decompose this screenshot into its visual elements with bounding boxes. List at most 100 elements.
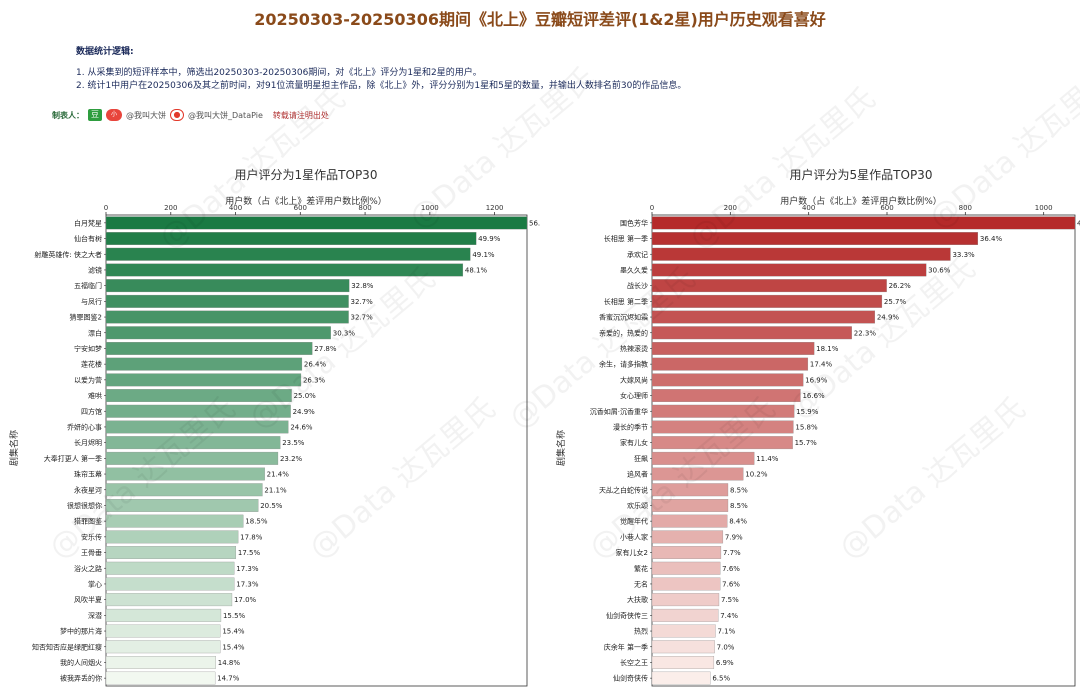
douban-handle: @我叫大饼 xyxy=(126,110,166,120)
category-label: 庆余年 第一季 xyxy=(604,642,648,651)
bar xyxy=(651,546,722,559)
bar xyxy=(105,483,263,497)
data-label: 56.9% xyxy=(529,219,540,227)
category-label: 珠帘玉幕 xyxy=(74,470,102,479)
category-label: 安乐传 xyxy=(81,532,102,541)
data-label: 11.4% xyxy=(756,455,779,463)
data-label: 17.8% xyxy=(240,533,263,541)
data-label: 20.5% xyxy=(260,502,283,510)
bar xyxy=(651,451,755,465)
data-label: 27.8% xyxy=(314,345,337,353)
data-label: 15.7% xyxy=(795,439,818,447)
category-label: 漂白 xyxy=(88,328,102,337)
bar xyxy=(651,467,744,481)
data-label: 16.6% xyxy=(802,392,825,400)
bar xyxy=(651,483,729,497)
data-label: 24.9% xyxy=(293,408,316,416)
category-label: 仙剑奇侠传三 xyxy=(606,611,648,620)
bar xyxy=(105,420,289,434)
category-label: 宁安如梦 xyxy=(74,344,102,353)
bar xyxy=(651,294,883,308)
data-label: 15.4% xyxy=(222,628,245,636)
bar xyxy=(105,499,259,512)
data-label: 15.5% xyxy=(223,612,246,620)
data-label: 18.5% xyxy=(245,518,268,526)
bar xyxy=(651,671,711,685)
category-label: 香蜜沉沉烬如霜 xyxy=(599,313,648,322)
data-label: 6.9% xyxy=(716,659,734,667)
data-label: 8.5% xyxy=(730,502,748,510)
category-label: 漫长的季节 xyxy=(613,422,648,431)
bar xyxy=(105,342,313,355)
bar xyxy=(651,656,715,669)
data-label: 17.0% xyxy=(234,596,257,604)
category-label: 长相思 第一季 xyxy=(604,234,648,243)
bar xyxy=(651,216,1076,230)
bar xyxy=(105,608,222,622)
bar xyxy=(651,420,794,434)
data-label: 49.1% xyxy=(472,251,495,259)
bar xyxy=(105,467,265,481)
bar xyxy=(651,232,979,245)
category-label: 承欢记 xyxy=(627,250,648,259)
category-label: 战长沙 xyxy=(627,281,648,290)
bar xyxy=(105,357,303,371)
data-label: 23.5% xyxy=(282,439,305,447)
category-label: 大扶歌 xyxy=(627,595,648,604)
bar xyxy=(105,247,471,261)
maker-label: 制表人： xyxy=(52,110,84,120)
data-label: 17.4% xyxy=(810,361,833,369)
category-label: 追风者 xyxy=(627,470,648,479)
category-label: 四方馆 xyxy=(81,407,102,416)
category-label: 长相思 第二季 xyxy=(604,297,648,306)
category-label: 沉香如屑·沉香重华 xyxy=(590,407,648,416)
category-label: 风吹半夏 xyxy=(74,595,102,604)
category-label: 猜罪图鉴2 xyxy=(70,313,102,322)
bar xyxy=(651,310,876,324)
bar xyxy=(651,263,927,277)
x-tick-label: 1000 xyxy=(421,204,439,212)
category-label: 余生，请多指教 xyxy=(599,360,648,369)
category-label: 仙台有树 xyxy=(74,234,102,243)
data-label: 8.5% xyxy=(730,486,748,494)
category-label: 女心理师 xyxy=(620,391,648,400)
data-label: 24.6% xyxy=(290,423,313,431)
category-label: 掌心 xyxy=(88,579,102,588)
data-label: 15.8% xyxy=(795,423,818,431)
category-label: 梦中的那片海 xyxy=(60,627,102,636)
plot-frame xyxy=(651,214,1076,687)
bar xyxy=(651,624,716,638)
bar xyxy=(651,389,801,402)
bar xyxy=(651,326,852,340)
bar xyxy=(105,326,331,340)
data-label: 32.7% xyxy=(351,298,374,306)
logic-heading: 数据统计逻辑: xyxy=(76,47,134,57)
x-tick-label: 200 xyxy=(164,204,177,212)
data-label: 26.4% xyxy=(304,361,327,369)
category-label: 猎罪图鉴 xyxy=(74,517,102,526)
category-label: 长月烬明 xyxy=(74,438,102,447)
data-label: 6.5% xyxy=(712,675,730,683)
bar xyxy=(651,561,721,575)
category-label: 滤镜 xyxy=(88,265,102,274)
category-label: 大嫁风尚 xyxy=(620,375,648,384)
chart1-title: 用户评分为1星作品TOP30 xyxy=(234,168,378,182)
x-tick-label: 1000 xyxy=(1035,204,1053,212)
x-tick-label: 1200 xyxy=(486,204,504,212)
bar xyxy=(651,404,795,418)
data-label: 30.3% xyxy=(333,329,356,337)
data-label: 8.4% xyxy=(729,518,747,526)
douban-icon: 豆 xyxy=(88,109,102,121)
bar xyxy=(105,546,237,559)
category-label: 狂飙 xyxy=(634,454,648,463)
bar xyxy=(651,640,715,654)
category-label: 莲花楼 xyxy=(81,360,102,369)
bar xyxy=(105,671,216,685)
data-label: 21.1% xyxy=(264,486,287,494)
x-tick-label: 200 xyxy=(724,204,737,212)
bar xyxy=(651,514,728,528)
data-label: 7.1% xyxy=(717,628,735,636)
plot-frame xyxy=(105,214,528,687)
x-tick-label: 600 xyxy=(880,204,893,212)
data-label: 25.7% xyxy=(884,298,907,306)
